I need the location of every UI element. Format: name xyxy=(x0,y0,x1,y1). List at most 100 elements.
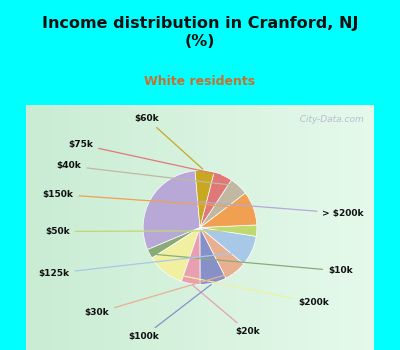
Bar xyxy=(164,85,168,350)
Bar xyxy=(86,85,89,350)
Bar xyxy=(137,85,141,350)
Text: $10k: $10k xyxy=(152,254,353,275)
Bar xyxy=(354,85,358,350)
Bar xyxy=(314,85,318,350)
Bar xyxy=(342,85,346,350)
Wedge shape xyxy=(200,193,257,228)
Bar xyxy=(30,85,34,350)
Bar xyxy=(251,85,255,350)
Bar xyxy=(38,85,42,350)
Bar xyxy=(156,85,160,350)
Bar xyxy=(283,85,287,350)
Bar xyxy=(78,85,82,350)
Text: $60k: $60k xyxy=(134,114,202,169)
Text: White residents: White residents xyxy=(144,75,256,89)
Bar xyxy=(18,85,22,350)
Bar xyxy=(34,85,38,350)
Bar xyxy=(70,85,74,350)
Bar xyxy=(58,85,62,350)
Bar xyxy=(2,85,6,350)
Bar xyxy=(318,85,322,350)
Wedge shape xyxy=(200,180,245,228)
Bar xyxy=(89,85,93,350)
Bar xyxy=(10,85,14,350)
Bar xyxy=(212,85,216,350)
Bar xyxy=(220,85,224,350)
Bar xyxy=(62,85,66,350)
Text: $40k: $40k xyxy=(57,161,236,186)
Bar xyxy=(192,85,196,350)
Bar xyxy=(216,85,220,350)
Bar xyxy=(125,85,129,350)
Wedge shape xyxy=(200,228,244,278)
Bar xyxy=(97,85,101,350)
Bar xyxy=(93,85,97,350)
Bar xyxy=(374,85,378,350)
Bar xyxy=(307,85,311,350)
Bar xyxy=(248,85,251,350)
Wedge shape xyxy=(200,228,256,264)
Bar xyxy=(74,85,78,350)
Bar xyxy=(82,85,86,350)
Bar xyxy=(330,85,334,350)
Bar xyxy=(255,85,259,350)
Bar xyxy=(370,85,374,350)
Bar xyxy=(271,85,275,350)
Bar xyxy=(172,85,176,350)
Bar xyxy=(378,85,382,350)
Bar xyxy=(224,85,228,350)
Bar xyxy=(382,85,386,350)
Bar xyxy=(105,85,109,350)
Bar xyxy=(228,85,232,350)
Bar xyxy=(129,85,133,350)
Bar xyxy=(208,85,212,350)
Bar xyxy=(121,85,125,350)
Bar xyxy=(14,85,18,350)
Bar xyxy=(101,85,105,350)
Bar xyxy=(240,85,244,350)
Text: > $200k: > $200k xyxy=(154,198,364,218)
Bar xyxy=(54,85,58,350)
Bar xyxy=(279,85,283,350)
Bar xyxy=(196,85,200,350)
Text: $125k: $125k xyxy=(38,251,249,278)
Wedge shape xyxy=(200,228,226,285)
Bar xyxy=(176,85,180,350)
Bar xyxy=(168,85,172,350)
Text: $30k: $30k xyxy=(84,273,233,317)
Bar xyxy=(338,85,342,350)
Bar xyxy=(334,85,338,350)
Bar xyxy=(366,85,370,350)
Bar xyxy=(291,85,295,350)
Bar xyxy=(141,85,145,350)
Bar xyxy=(275,85,279,350)
Bar xyxy=(350,85,354,350)
Bar xyxy=(390,85,394,350)
Bar xyxy=(117,85,121,350)
Bar xyxy=(236,85,240,350)
Bar xyxy=(184,85,188,350)
Bar xyxy=(295,85,299,350)
Text: $100k: $100k xyxy=(128,285,211,341)
Bar xyxy=(160,85,164,350)
Bar xyxy=(180,85,184,350)
Bar xyxy=(346,85,350,350)
Bar xyxy=(204,85,208,350)
Bar xyxy=(66,85,70,350)
Bar xyxy=(386,85,390,350)
Bar xyxy=(152,85,156,350)
Bar xyxy=(200,85,204,350)
Text: $150k: $150k xyxy=(43,190,251,208)
Bar xyxy=(287,85,291,350)
Text: $200k: $200k xyxy=(168,273,330,307)
Text: $50k: $50k xyxy=(45,227,254,236)
Bar xyxy=(263,85,267,350)
Bar xyxy=(113,85,117,350)
Bar xyxy=(22,85,26,350)
Bar xyxy=(322,85,326,350)
Bar xyxy=(46,85,50,350)
Bar xyxy=(244,85,248,350)
Wedge shape xyxy=(200,172,232,228)
Bar xyxy=(326,85,330,350)
Bar xyxy=(303,85,307,350)
